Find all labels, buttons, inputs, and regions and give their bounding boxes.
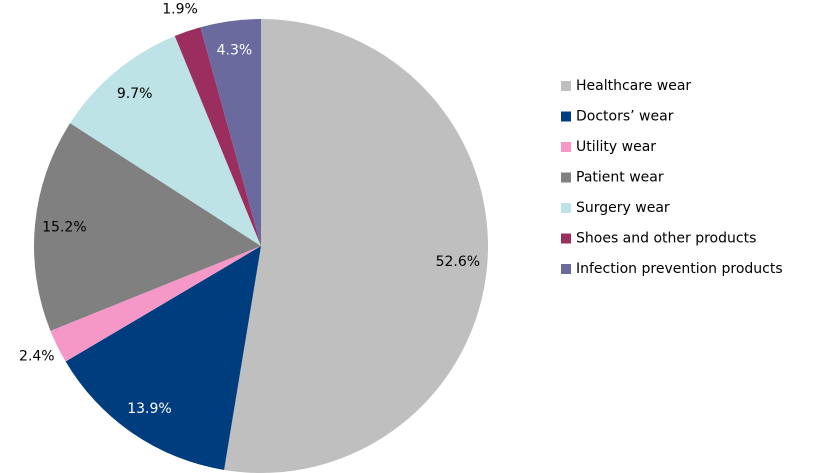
legend-swatch <box>561 203 571 213</box>
pie-slice <box>65 246 261 470</box>
legend-swatch <box>561 264 571 274</box>
data-label: 13.9% <box>127 401 171 417</box>
legend-swatch <box>561 81 571 91</box>
legend-label: Healthcare wear <box>576 78 691 94</box>
legend-label: Infection prevention products <box>576 261 783 277</box>
legend-label: Utility wear <box>576 139 656 155</box>
legend-swatch <box>561 233 571 244</box>
pie-slice <box>34 123 262 331</box>
legend-label: Doctors’ wear <box>576 109 674 125</box>
legend-swatch <box>561 172 571 183</box>
legend-label: Patient wear <box>576 170 664 186</box>
data-label: 52.6% <box>436 254 480 270</box>
pie-slice <box>200 19 261 246</box>
legend-label: Shoes and other products <box>576 231 756 247</box>
data-label: 9.7% <box>117 86 153 102</box>
pie-slice <box>174 27 261 246</box>
legend-swatch <box>561 142 571 152</box>
data-label: 4.3% <box>217 42 253 58</box>
data-label: 15.2% <box>42 219 86 235</box>
legend-swatch <box>561 111 571 122</box>
data-label: 2.4% <box>19 349 55 365</box>
pie-slice <box>70 36 261 246</box>
pie-slice <box>224 19 488 473</box>
pie-slice <box>50 246 261 362</box>
legend-label: Surgery wear <box>576 200 670 216</box>
data-label: 1.9% <box>162 1 198 17</box>
